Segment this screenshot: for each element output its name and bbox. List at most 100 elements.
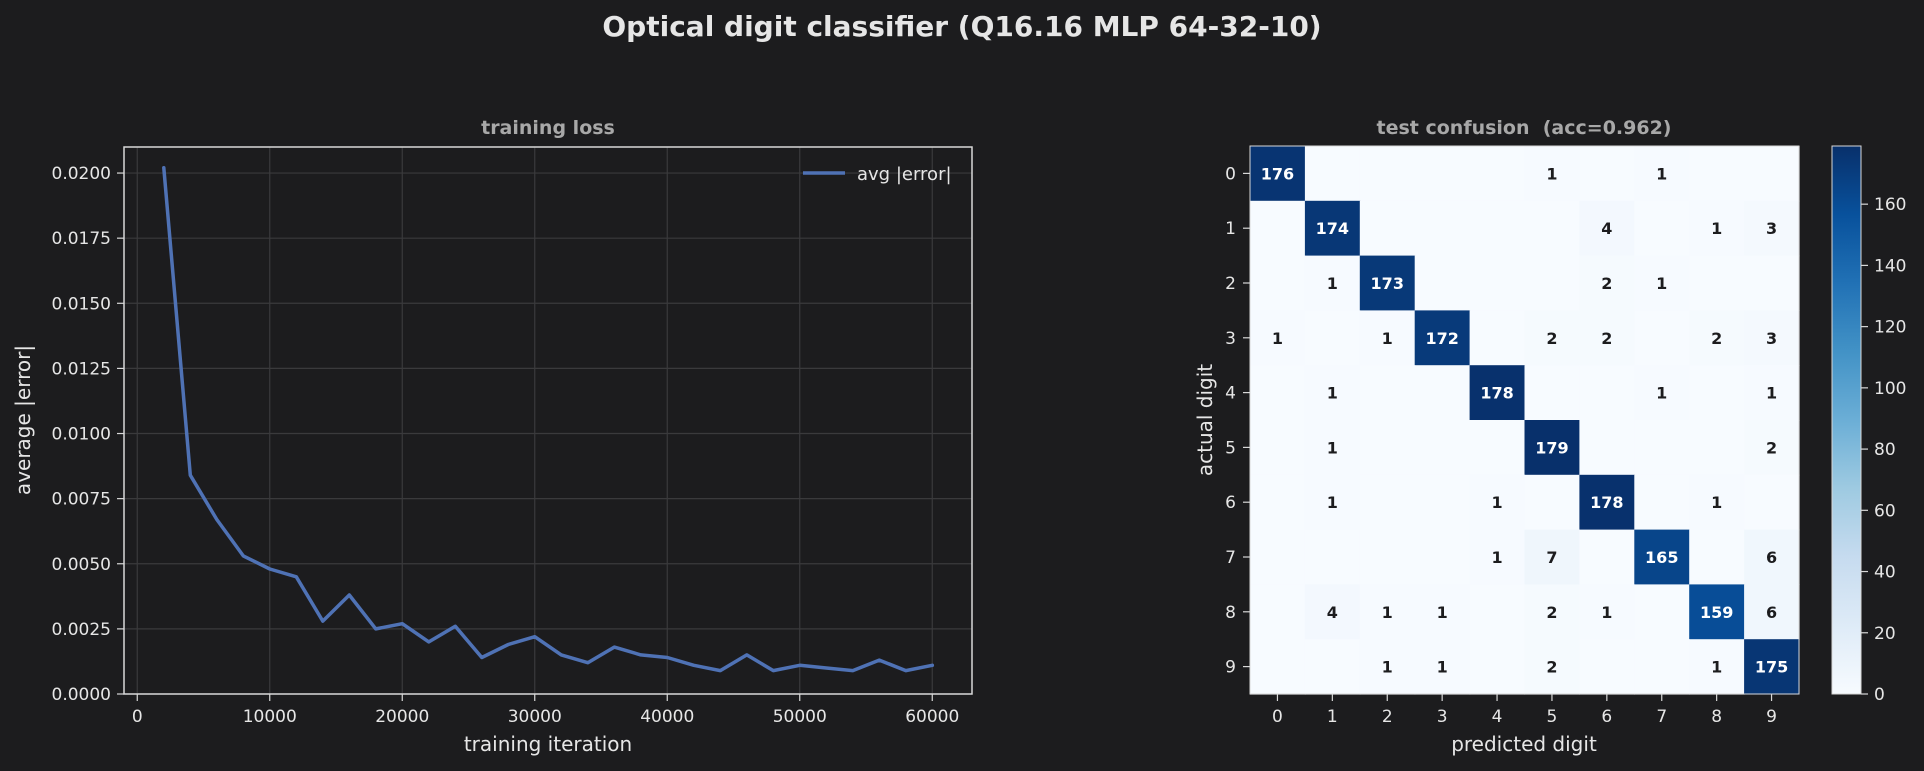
confusion-cell-value: 178: [1590, 493, 1623, 512]
confusion-cell: [1634, 146, 1690, 202]
confusion-cell-value: 175: [1755, 658, 1788, 677]
loss-plot-frame: [123, 146, 973, 695]
confusion-cell: [1689, 474, 1745, 531]
confusion-cell: [1634, 365, 1690, 421]
confusion-cell-value: 1: [1711, 493, 1722, 512]
confusion-y-tick-label: 6: [1225, 493, 1236, 513]
confusion-y-tick-label: 1: [1225, 219, 1236, 239]
confusion-cell: [1250, 639, 1306, 695]
confusion-cell-value: 2: [1601, 274, 1612, 293]
loss-legend: avg |error|: [803, 164, 952, 185]
confusion-frame: [1249, 145, 1800, 695]
confusion-cell: [1579, 200, 1635, 257]
confusion-cell: [1250, 529, 1306, 585]
confusion-cell-value: 173: [1371, 274, 1404, 293]
confusion-cell: [1524, 639, 1580, 695]
confusion-x-tick-label: 7: [1656, 707, 1667, 727]
confusion-cell: [1304, 200, 1361, 257]
confusion-cell: [1359, 474, 1416, 531]
loss-y-tick-label: 0.0075: [52, 490, 111, 510]
confusion-x-tick-label: 6: [1601, 707, 1612, 727]
colorbar-ticks: 0 20 40 60 80 100 120 140 160: [1861, 195, 1906, 705]
confusion-cell: [1469, 474, 1526, 531]
colorbar-tick-label: 60: [1874, 501, 1896, 521]
confusion-cell: [1414, 200, 1471, 257]
colorbar-gradient: [1831, 145, 1862, 695]
confusion-cell-value: 176: [1261, 164, 1294, 183]
confusion-y-tick-label: 5: [1225, 438, 1236, 458]
confusion-cell: [1689, 584, 1745, 640]
loss-y-tick-label: 0.0150: [52, 294, 111, 314]
confusion-cell: [1359, 365, 1416, 421]
loss-y-tick-label: 0.0100: [52, 425, 111, 445]
confusion-chart-title: test confusion (acc=0.962): [1377, 117, 1672, 139]
confusion-cell-value: 178: [1480, 384, 1513, 403]
confusion-cell: [1414, 146, 1471, 202]
confusion-cell-value: 2: [1546, 603, 1557, 622]
confusion-cell: [1524, 365, 1580, 421]
confusion-cell-value: 1: [1437, 603, 1448, 622]
confusion-cell-value: 174: [1316, 219, 1349, 238]
confusion-x-tick-label: 1: [1327, 707, 1338, 727]
confusion-cell-value: 2: [1546, 658, 1557, 677]
confusion-cell: [1634, 310, 1690, 366]
colorbar-tick-label: 160: [1874, 195, 1906, 215]
confusion-cell: [1469, 584, 1526, 640]
confusion-y-tick-label: 7: [1225, 548, 1236, 568]
confusion-cell: [1250, 200, 1306, 257]
confusion-cell: [1250, 146, 1306, 202]
confusion-cell: [1744, 255, 1800, 311]
loss-y-tick-label: 0.0050: [52, 555, 111, 575]
confusion-cell: [1359, 200, 1416, 257]
confusion-cell: [1304, 365, 1361, 421]
confusion-cell: [1414, 365, 1471, 421]
confusion-cell: [1744, 310, 1800, 366]
confusion-cell: [1634, 420, 1690, 476]
confusion-cell: [1414, 420, 1471, 476]
confusion-y-tick-label: 3: [1225, 329, 1236, 349]
confusion-cell-value: 1: [1601, 603, 1612, 622]
confusion-cell: [1744, 474, 1800, 531]
confusion-cell: [1689, 310, 1745, 366]
confusion-x-axis-label: predicted digit: [1451, 732, 1597, 756]
confusion-cell: [1414, 255, 1471, 311]
confusion-cell-value: 2: [1546, 329, 1557, 348]
confusion-cell-value: 1: [1711, 658, 1722, 677]
loss-series-line: [162, 166, 935, 673]
loss-legend-label: avg |error|: [857, 164, 952, 185]
confusion-cell: [1250, 310, 1306, 366]
confusion-cell: [1634, 584, 1690, 640]
colorbar: 0 20 40 60 80 100 120 140 160: [1831, 145, 1906, 705]
confusion-cell: [1524, 255, 1580, 311]
confusion-cell: [1524, 420, 1580, 476]
confusion-cell: [1414, 584, 1471, 640]
confusion-y-tick-label: 2: [1225, 274, 1236, 294]
confusion-cell-value: 4: [1327, 603, 1338, 622]
confusion-cell: [1414, 639, 1471, 695]
colorbar-tick-label: 0: [1874, 685, 1885, 705]
confusion-cell: [1304, 584, 1361, 640]
confusion-cell-value: 1: [1656, 274, 1667, 293]
loss-y-tick-label: 0.0000: [52, 685, 111, 705]
confusion-cell: [1689, 255, 1745, 311]
confusion-y-tick-label: 0: [1225, 164, 1236, 184]
confusion-cell: [1469, 639, 1526, 695]
confusion-cell: [1469, 255, 1526, 311]
confusion-cell-value: 159: [1700, 603, 1733, 622]
confusion-cell: [1250, 255, 1306, 311]
confusion-cell-value: 165: [1645, 548, 1678, 567]
confusion-cell: [1744, 365, 1800, 421]
confusion-cell: [1359, 255, 1416, 311]
confusion-cell: [1524, 310, 1580, 366]
confusion-cell-value: 179: [1535, 438, 1568, 457]
confusion-x-ticks: 0 1 2 3 4 5 6 7 8 9: [1272, 694, 1777, 727]
loss-x-tick-label: 0: [132, 707, 143, 727]
loss-x-tick-label: 10000: [243, 707, 297, 727]
confusion-cell: [1634, 474, 1690, 531]
confusion-cell-value: 6: [1766, 603, 1777, 622]
loss-y-tick-label: 0.0200: [52, 164, 111, 184]
confusion-cell-value: 1: [1766, 384, 1777, 403]
confusion-cell: [1634, 200, 1690, 257]
